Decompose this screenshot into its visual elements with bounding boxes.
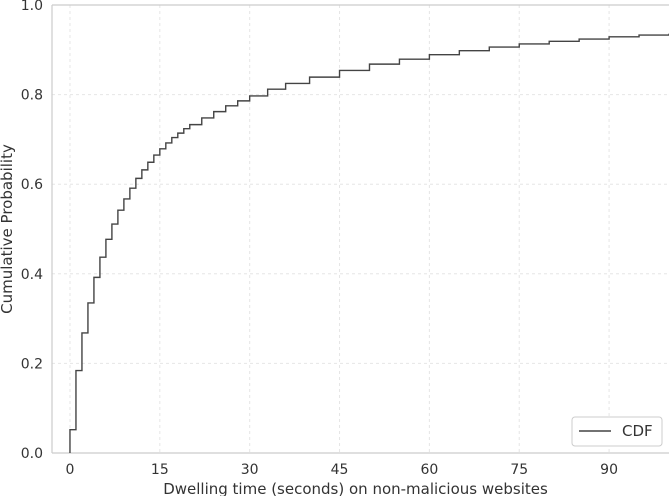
x-tick-label: 75 <box>510 462 528 478</box>
x-tick-label: 45 <box>331 462 349 478</box>
y-tick-label: 1.0 <box>21 0 43 14</box>
y-tick-label: 0.0 <box>21 446 43 462</box>
y-tick-label: 0.2 <box>21 356 43 372</box>
grid-lines <box>52 4 669 454</box>
x-tick-label: 30 <box>241 462 259 478</box>
tick-labels: 0 15 30 45 60 75 90 0.0 0.2 0.4 0.6 0.8 1.0 <box>21 0 618 478</box>
x-tick-label: 90 <box>600 462 618 478</box>
y-tick-label: 0.6 <box>21 177 43 193</box>
y-tick-label: 0.8 <box>21 88 43 104</box>
x-tick-label: 60 <box>420 462 438 478</box>
x-axis-label: Dwelling time (seconds) on non-malicious… <box>163 480 548 496</box>
y-axis-label: Cumulative Probability <box>0 144 16 314</box>
legend: CDF <box>571 416 663 447</box>
series-layer <box>69 33 669 453</box>
legend-label-cdf: CDF <box>622 422 653 440</box>
y-tick-label: 0.4 <box>21 267 43 283</box>
series-line-cdf <box>69 33 669 453</box>
axes-frame <box>51 4 669 454</box>
x-tick-label: 0 <box>66 462 75 478</box>
x-tick-label: 15 <box>151 462 169 478</box>
legend-box <box>571 416 663 447</box>
